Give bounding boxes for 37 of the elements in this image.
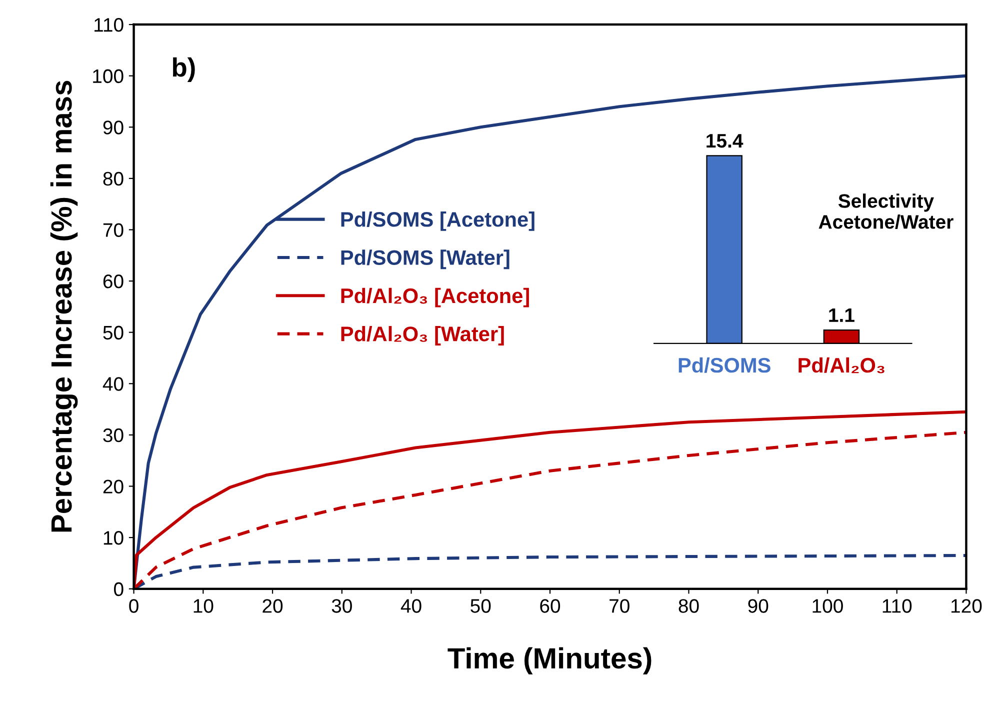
x-tick-label: 80	[678, 599, 699, 613]
legend-label: Pd/Al₂O₃ [Acetone]	[341, 288, 529, 308]
text: Selectivity Acetone/Water	[818, 194, 954, 229]
x-tick-label: 60	[540, 599, 560, 613]
x-tick-label: 50	[470, 599, 491, 613]
x-tick-label: 0	[129, 599, 138, 613]
annotation: b)	[172, 57, 195, 82]
y-tick-label: 60	[103, 274, 124, 288]
data-label: 1.1	[829, 308, 854, 322]
y-tick-label: 80	[103, 172, 124, 186]
y-tick-label: 40	[102, 377, 124, 391]
y-tick-label: 50	[103, 326, 124, 340]
y-axis-title: Percentage Increase (%) in mass	[50, 80, 78, 532]
y-tick-label: 10	[104, 531, 124, 545]
x-tick-label: Pd/SOMS	[678, 357, 770, 373]
x-tick-label: 90	[748, 599, 768, 613]
x-tick-label: 120	[951, 599, 982, 613]
x-axis-title: Time (Minutes)	[448, 647, 652, 674]
y-tick-label: 20	[103, 480, 124, 494]
y-tick-label: 70	[103, 223, 124, 237]
legend-label: Pd/SOMS [Acetone]	[341, 212, 534, 231]
x-tick-label: 40	[400, 599, 422, 613]
x-tick-label: Pd/Al₂O₃	[798, 357, 884, 374]
x-tick-label: 20	[262, 599, 283, 613]
y-tick-label: 30	[103, 428, 124, 442]
y-tick-label: 110	[94, 18, 124, 32]
x-tick-label: 100	[812, 599, 843, 613]
x-tick-label: 70	[610, 599, 630, 613]
legend-label: Pd/SOMS [Water]	[341, 250, 510, 270]
legend-label: Pd/Al₂O₃ [Water]	[341, 326, 504, 346]
x-tick-label: 30	[332, 599, 352, 613]
x-tick-label: 110	[882, 599, 912, 613]
y-tick-label: 0	[114, 582, 124, 596]
data-label: 15.4	[706, 134, 744, 148]
y-tick-label: 90	[103, 120, 124, 134]
x-tick-label: 10	[194, 599, 214, 613]
y-tick-label: 100	[93, 69, 124, 84]
